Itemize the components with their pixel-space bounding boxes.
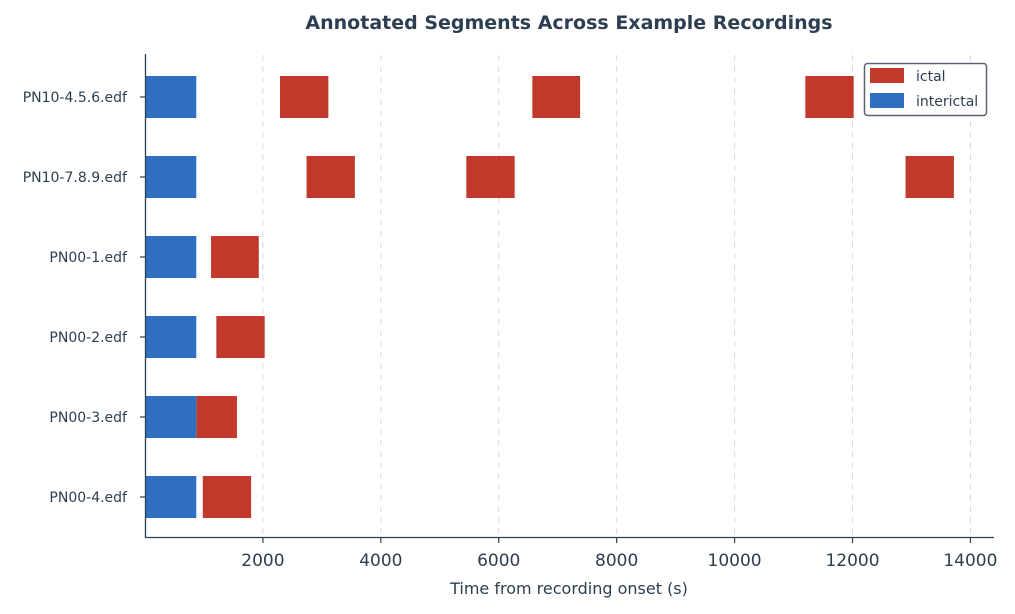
grid-lines (262, 55, 971, 537)
legend-label-ictal: ictal (916, 69, 946, 85)
y-tick-label: PN00-1.edf (49, 250, 128, 266)
ictal-segment (466, 156, 515, 198)
x-tick-label: 12000 (825, 551, 879, 571)
interictal-segment (145, 236, 197, 278)
ictal-segment (196, 396, 237, 438)
ictal-segment (211, 236, 259, 278)
legend-label-interictal: interictal (916, 94, 978, 110)
y-tick-label: PN10-4.5.6.edf (23, 90, 128, 106)
y-tick-label: PN10-7.8.9.edf (23, 170, 128, 186)
interictal-segment (145, 396, 197, 438)
chart-title: Annotated Segments Across Example Record… (305, 12, 832, 34)
y-tick-label: PN00-3.edf (49, 410, 128, 426)
ictal-segment (202, 476, 252, 518)
ictal-segment (216, 316, 265, 358)
x-tick-label: 6000 (477, 551, 520, 571)
x-tick-label: 2000 (241, 551, 284, 571)
ictal-segment (532, 76, 581, 118)
bar-segments (145, 76, 954, 518)
x-tick-label: 10000 (708, 551, 762, 571)
legend: ictal interictal (863, 62, 988, 117)
y-tick-label: PN00-4.edf (49, 490, 128, 506)
legend-swatch-ictal (870, 68, 904, 83)
legend-swatch-interictal (870, 93, 904, 108)
x-tick-label: 4000 (359, 551, 402, 571)
interictal-segment (145, 476, 197, 518)
interictal-segment (145, 76, 197, 118)
axes (144, 54, 994, 539)
x-ticks: 2000 4000 6000 8000 10000 12000 14000 (241, 537, 997, 571)
ictal-segment (905, 156, 954, 198)
y-tick-label: PN00-2.edf (49, 330, 128, 346)
ictal-segment (306, 156, 355, 198)
x-axis-label: Time from recording onset (s) (449, 579, 688, 598)
interictal-segment (145, 316, 197, 358)
interictal-segment (145, 156, 197, 198)
x-tick-label: 14000 (943, 551, 997, 571)
ictal-segment (805, 76, 854, 118)
x-tick-label: 8000 (595, 551, 638, 571)
ictal-segment (280, 76, 329, 118)
y-ticks: PN10-4.5.6.edf PN10-7.8.9.edf PN00-1.edf PN… (23, 90, 145, 506)
